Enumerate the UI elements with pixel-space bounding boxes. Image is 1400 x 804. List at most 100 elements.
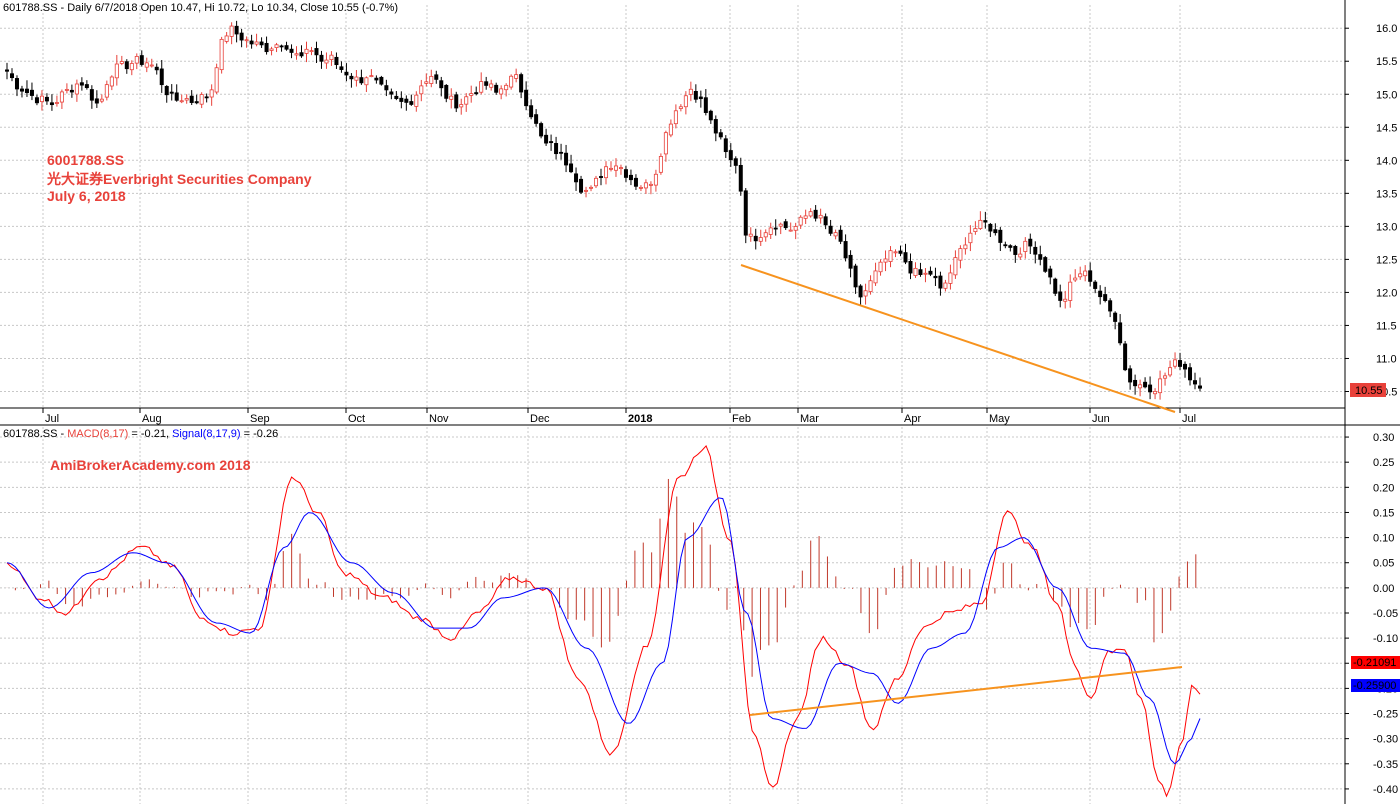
candle-218 <box>1093 280 1098 294</box>
price-ytick-label-3: 12.0 <box>1376 287 1397 299</box>
candle-84 <box>424 73 429 87</box>
candle-193 <box>968 225 973 252</box>
price-pane-title: 601788.SS - Daily 6/7/2018 Open 10.47, H… <box>3 2 398 14</box>
x-tick-label-0: Jul <box>45 413 59 425</box>
candle-216 <box>1083 265 1088 282</box>
macd-ytick-label-12: 0.20 <box>1373 482 1394 494</box>
candle-232 <box>1163 372 1168 386</box>
candle-139 <box>698 90 703 108</box>
price-grid <box>0 5 1345 408</box>
candle-100 <box>504 83 509 97</box>
candle-94 <box>474 86 479 96</box>
macd-title-prefix: 601788.SS - <box>3 428 67 440</box>
candle-208 <box>1043 255 1048 273</box>
candle-106 <box>534 109 539 127</box>
candle-5 <box>29 82 34 101</box>
candle-225 <box>1128 365 1133 390</box>
macd-ytick-label-6: -0.10 <box>1373 633 1398 645</box>
candle-17 <box>89 85 94 109</box>
candle-42 <box>214 63 219 94</box>
macd-ytick-label-10: 0.10 <box>1373 533 1394 545</box>
candle-235 <box>1178 352 1183 370</box>
candle-109 <box>549 134 554 151</box>
candle-19 <box>99 94 104 104</box>
candle-164 <box>823 213 828 230</box>
candle-124 <box>623 165 628 183</box>
candle-140 <box>703 89 708 116</box>
candle-187 <box>938 271 943 296</box>
candle-229 <box>1148 376 1153 400</box>
candle-60 <box>304 41 309 63</box>
macd-line <box>6 444 1201 798</box>
candle-18 <box>94 90 99 108</box>
candle-118 <box>594 175 599 189</box>
candle-104 <box>524 81 529 111</box>
x-tick-label-1: Aug <box>142 413 162 425</box>
candle-114 <box>574 167 579 191</box>
candle-55 <box>279 44 284 52</box>
candle-134 <box>673 104 678 129</box>
macd-badge-text: -0.21091 <box>1353 657 1396 669</box>
x-tick-label-6: 2018 <box>628 413 652 425</box>
macd-ytick-label-2: -0.30 <box>1373 734 1398 746</box>
candle-102 <box>514 68 519 83</box>
candle-77 <box>389 88 394 100</box>
candle-222 <box>1113 311 1118 330</box>
candle-171 <box>858 284 863 306</box>
candle-213 <box>1068 274 1073 308</box>
candle-200 <box>1003 241 1008 249</box>
price-ytick-label-7: 14.0 <box>1376 155 1397 167</box>
macd-pane-title: 601788.SS - MACD(8,17) = -0.21, Signal(8… <box>3 428 278 440</box>
candle-110 <box>554 136 559 160</box>
candle-76 <box>384 79 389 97</box>
annotation-ticker: 6001788.SS <box>47 152 124 168</box>
x-tick-label-4: Nov <box>429 413 449 425</box>
candle-209 <box>1048 265 1053 285</box>
candle-121 <box>608 161 613 172</box>
candle-238 <box>1193 372 1198 390</box>
price-ytick-label-9: 15.0 <box>1376 89 1397 101</box>
candle-16 <box>84 80 89 90</box>
candle-61 <box>309 46 314 56</box>
candle-26 <box>134 53 139 70</box>
price-ytick-label-10: 15.5 <box>1376 56 1397 68</box>
candle-98 <box>494 82 499 95</box>
candle-40 <box>204 93 209 103</box>
candle-211 <box>1058 284 1063 308</box>
candle-145 <box>728 143 733 167</box>
annotation-date: July 6, 2018 <box>47 188 126 204</box>
candle-192 <box>963 237 968 255</box>
macd-last-badge: -0.21091 <box>1351 656 1400 669</box>
candle-62 <box>314 41 319 64</box>
candle-116 <box>584 186 589 198</box>
candle-93 <box>469 85 474 103</box>
macd-trend-line <box>749 666 1183 716</box>
candle-43 <box>219 36 224 74</box>
candle-22 <box>114 54 119 86</box>
candle-199 <box>998 227 1003 251</box>
candle-239 <box>1198 377 1203 392</box>
candle-1 <box>9 68 14 82</box>
x-tick-label-8: Mar <box>800 413 819 425</box>
candle-50 <box>254 33 259 47</box>
candle-65 <box>329 51 334 66</box>
candle-96 <box>484 76 489 90</box>
candle-120 <box>603 161 608 185</box>
candle-236 <box>1183 361 1188 378</box>
macd-ytick-label-9: 0.05 <box>1373 558 1394 570</box>
candle-179 <box>898 245 903 257</box>
candle-155 <box>778 222 783 235</box>
candle-66 <box>334 52 339 69</box>
candle-74 <box>374 75 379 84</box>
candle-11 <box>59 89 64 109</box>
candle-152 <box>763 229 768 242</box>
annotation-company: 光大证券Everbright Securities Company <box>46 171 312 187</box>
macd-ytick-label-7: -0.05 <box>1373 608 1398 620</box>
candle-95 <box>479 72 484 95</box>
candle-173 <box>868 275 873 295</box>
candle-219 <box>1098 285 1103 305</box>
candle-220 <box>1103 286 1108 303</box>
candle-88 <box>444 84 449 103</box>
candle-41 <box>209 84 214 106</box>
